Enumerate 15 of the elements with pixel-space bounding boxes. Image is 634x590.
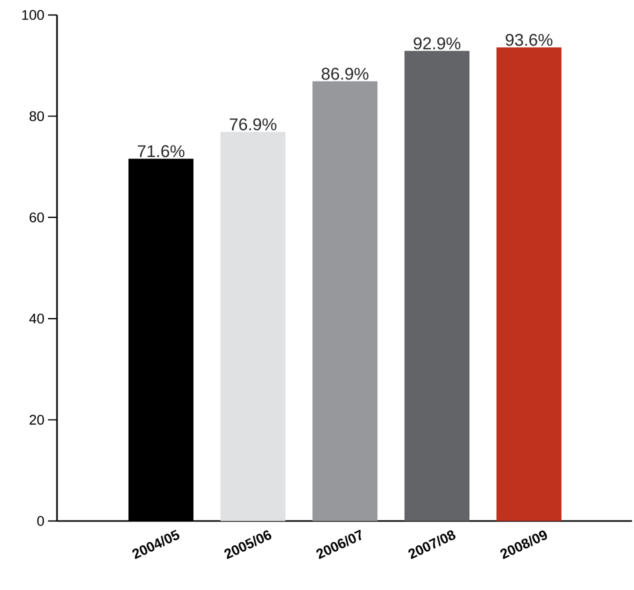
data-label: 76.9% bbox=[230, 118, 276, 130]
y-tick-label: 40 bbox=[29, 314, 44, 324]
data-label: 86.9% bbox=[322, 68, 368, 80]
y-tick-label: 60 bbox=[30, 212, 44, 222]
y-tick-label: 80 bbox=[30, 111, 44, 122]
data-label: 93.6% bbox=[506, 34, 552, 46]
data-label: 92.9% bbox=[414, 37, 460, 50]
bar bbox=[496, 47, 562, 521]
bar bbox=[312, 81, 378, 521]
y-tick-label: 20 bbox=[30, 414, 44, 425]
bar bbox=[220, 132, 286, 521]
data-label: 71.6% bbox=[138, 145, 184, 158]
bar bbox=[404, 50, 470, 521]
y-tick-label: 100 bbox=[22, 10, 44, 20]
y-tick-label: 0 bbox=[37, 516, 44, 526]
